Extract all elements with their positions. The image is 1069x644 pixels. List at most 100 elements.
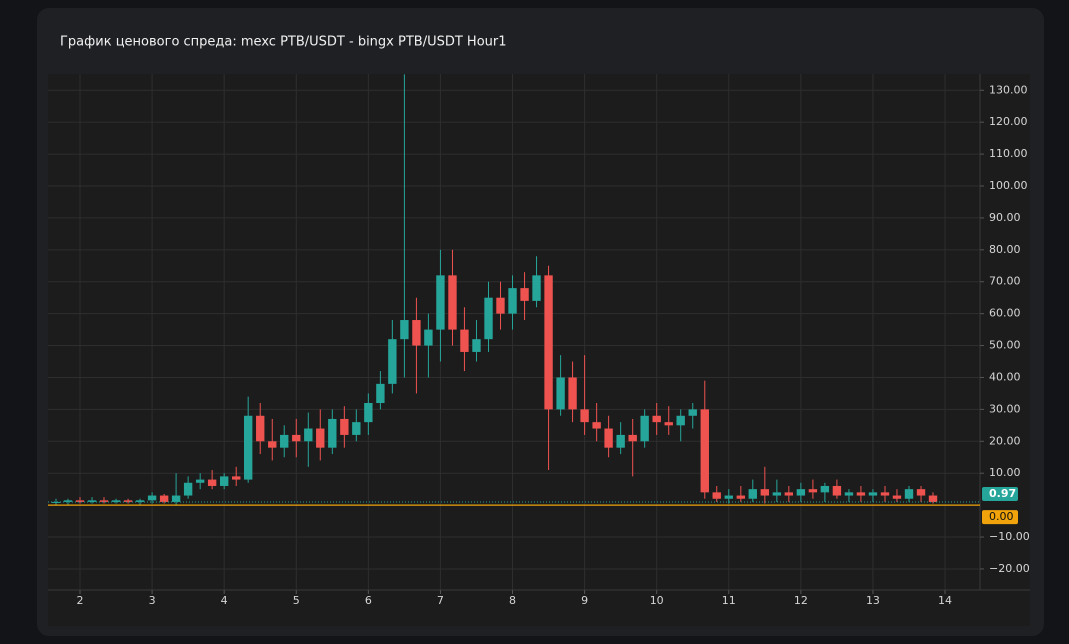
chart-title: График ценового спреда: mexc PTB/USDT - … — [60, 35, 507, 50]
candle-body — [520, 288, 529, 301]
x-tick-label: 8 — [509, 594, 516, 607]
candle-body — [123, 500, 133, 502]
candle-body — [256, 415, 265, 442]
candle-body — [388, 339, 397, 384]
candle-body — [508, 288, 517, 314]
last-price-label: 0.97 — [989, 487, 1016, 500]
plot-area — [48, 74, 980, 590]
candle-body — [532, 275, 541, 301]
candle-body — [796, 489, 806, 496]
x-tick-label: 6 — [365, 594, 372, 607]
candle-body — [87, 500, 97, 502]
y-tick-label: 20.00 — [989, 434, 1021, 447]
x-tick-label: 12 — [794, 594, 808, 607]
candle-body — [472, 339, 481, 352]
candles — [48, 74, 980, 506]
grid — [48, 74, 984, 594]
candle-body — [604, 428, 613, 448]
candle-body — [280, 434, 289, 448]
candle-body — [736, 495, 746, 499]
candle-body — [904, 489, 914, 499]
x-tick-label: 13 — [866, 594, 880, 607]
y-tick-label: 110.00 — [989, 147, 1028, 160]
candle-body — [892, 495, 902, 499]
candle-body — [544, 275, 553, 410]
candle-body — [808, 489, 818, 493]
candle-body — [856, 492, 866, 496]
y-tick-label: −10.00 — [989, 530, 1030, 543]
candle-body — [316, 428, 325, 448]
candle-body — [232, 476, 241, 480]
x-tick-label: 14 — [938, 594, 952, 607]
candle-body — [868, 492, 878, 496]
x-tick-label: 2 — [77, 594, 84, 607]
candle-body — [195, 479, 205, 483]
candle-body — [832, 485, 842, 496]
candle-body — [400, 320, 409, 340]
candle-body — [219, 476, 229, 486]
y-tick-label: 100.00 — [989, 179, 1028, 192]
candle-body — [688, 409, 697, 416]
x-tick-label: 10 — [650, 594, 664, 607]
candle-body — [844, 492, 854, 496]
candle-body — [820, 485, 830, 493]
last-price-badge — [982, 487, 1018, 502]
candle-body — [424, 329, 433, 346]
candle-body — [760, 489, 770, 496]
candle-body — [724, 495, 733, 499]
candle-body — [135, 500, 145, 502]
y-tick-label: 130.00 — [989, 83, 1028, 96]
candle-body — [268, 441, 277, 448]
y-tick-label: 50.00 — [989, 339, 1021, 352]
candle-body — [340, 418, 349, 435]
candle-body — [75, 500, 85, 502]
candle-body — [460, 329, 469, 352]
reference-label: 0.00 — [989, 510, 1014, 523]
candle-body — [772, 492, 782, 496]
y-tick-label: 10.00 — [989, 466, 1021, 479]
candle-body — [51, 501, 61, 503]
candle-body — [880, 492, 890, 496]
candle-body — [748, 489, 757, 499]
candle-body — [364, 403, 373, 423]
y-tick-label: 80.00 — [989, 243, 1021, 256]
candle-body — [147, 495, 157, 501]
y-tick-label: 120.00 — [989, 115, 1028, 128]
candle-body — [700, 409, 709, 493]
candle-body — [496, 297, 505, 314]
candle-body — [928, 495, 938, 503]
x-tick-label: 11 — [722, 594, 736, 607]
candle-body — [159, 495, 169, 502]
y-tick-label: 30.00 — [989, 402, 1021, 415]
candle-body — [916, 489, 926, 496]
x-tick-label: 4 — [221, 594, 228, 607]
y-tick-label: 40.00 — [989, 370, 1021, 383]
price-scale — [980, 74, 1030, 590]
candle-body — [328, 418, 337, 448]
candle-body — [616, 434, 625, 448]
candle-body — [784, 492, 794, 496]
candle-body — [412, 320, 421, 346]
x-tick-label: 9 — [581, 594, 588, 607]
candle-body — [580, 409, 589, 423]
x-tick-label: 3 — [149, 594, 156, 607]
candle-body — [448, 275, 457, 330]
candle-body — [652, 415, 661, 423]
candle-body — [207, 479, 217, 486]
candle-body — [664, 422, 673, 426]
y-tick-label: −20.00 — [989, 562, 1030, 575]
candle-body — [628, 434, 637, 442]
candle-body — [171, 495, 181, 502]
candle-body — [292, 434, 301, 442]
candle-body — [243, 415, 253, 480]
candle-body — [111, 500, 121, 502]
y-tick-label: 60.00 — [989, 307, 1021, 320]
candle-body — [304, 428, 313, 442]
x-tick-label: 7 — [437, 594, 444, 607]
candle-body — [484, 297, 493, 340]
candle-body — [183, 482, 193, 496]
reference-badge — [982, 510, 1018, 525]
candle-body — [568, 377, 577, 410]
